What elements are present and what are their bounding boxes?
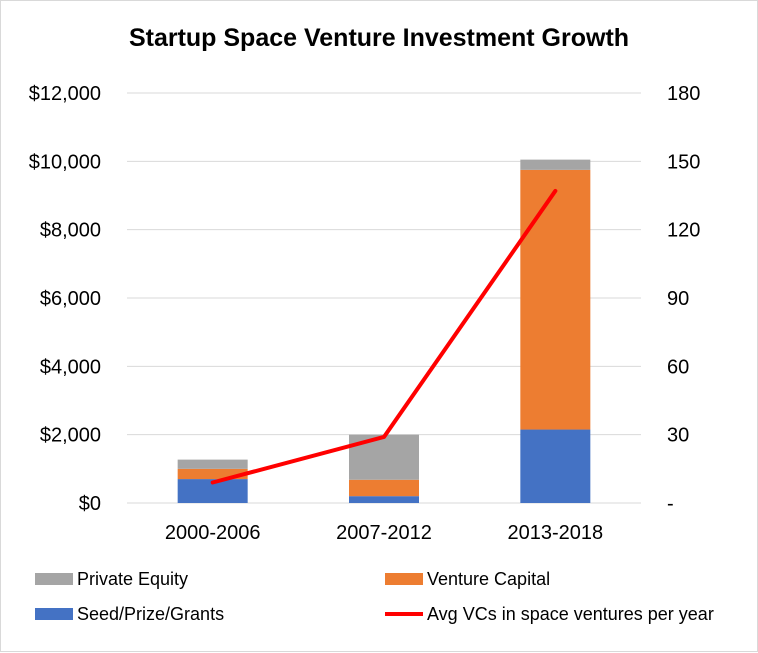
bar xyxy=(520,429,591,503)
line-avg-vcs-in-space-ventures-per-year xyxy=(210,188,558,485)
left-tick-label: $10,000 xyxy=(29,151,101,173)
left-tick-label: $6,000 xyxy=(40,288,101,310)
x-axis-ticks: 2000-2006 2007-2012 2013-2018 xyxy=(165,522,603,544)
right-tick-label: 120 xyxy=(667,220,700,242)
legend-swatch xyxy=(385,573,423,585)
bar xyxy=(177,468,248,480)
legend-label: Private Equity xyxy=(77,569,188,589)
legend-label: Venture Capital xyxy=(427,569,550,589)
right-tick-label: 150 xyxy=(667,151,700,173)
legend: Private Equity Venture Capital Seed/Prize/… xyxy=(35,569,714,624)
line-series xyxy=(210,188,558,485)
legend-label: Avg VCs in space ventures per year xyxy=(427,604,714,624)
gridlines xyxy=(127,92,641,504)
left-tick-label: $8,000 xyxy=(40,220,101,242)
left-tick-label: $0 xyxy=(79,493,101,515)
bar xyxy=(349,496,419,503)
left-tick-label: $2,000 xyxy=(40,425,101,447)
bars xyxy=(177,159,591,503)
left-tick-label: $4,000 xyxy=(40,356,101,378)
chart-title: Startup Space Venture Investment Growth xyxy=(129,24,629,52)
right-axis-ticks: - 30 60 90 120 150 180 xyxy=(667,83,700,515)
left-tick-label: $12,000 xyxy=(29,83,101,105)
legend-swatch xyxy=(35,608,73,620)
x-tick-label: 2013-2018 xyxy=(508,522,604,544)
x-tick-label: 2000-2006 xyxy=(165,522,261,544)
x-tick-label: 2007-2012 xyxy=(336,522,432,544)
left-axis-ticks: $0 $2,000 $4,000 $6,000 $8,000 $10,000 $12,000 xyxy=(29,83,101,515)
bar xyxy=(177,459,248,469)
right-tick-label: 60 xyxy=(667,356,689,378)
legend-label: Seed/Prize/Grants xyxy=(77,604,224,624)
right-tick-label: 180 xyxy=(667,83,700,105)
legend-swatch xyxy=(35,573,73,585)
bar xyxy=(349,479,419,497)
bar xyxy=(177,479,248,503)
right-tick-label: - xyxy=(667,493,674,515)
bar xyxy=(520,169,591,430)
right-tick-label: 30 xyxy=(667,425,689,447)
bar xyxy=(520,159,591,170)
right-tick-label: 90 xyxy=(667,288,689,310)
